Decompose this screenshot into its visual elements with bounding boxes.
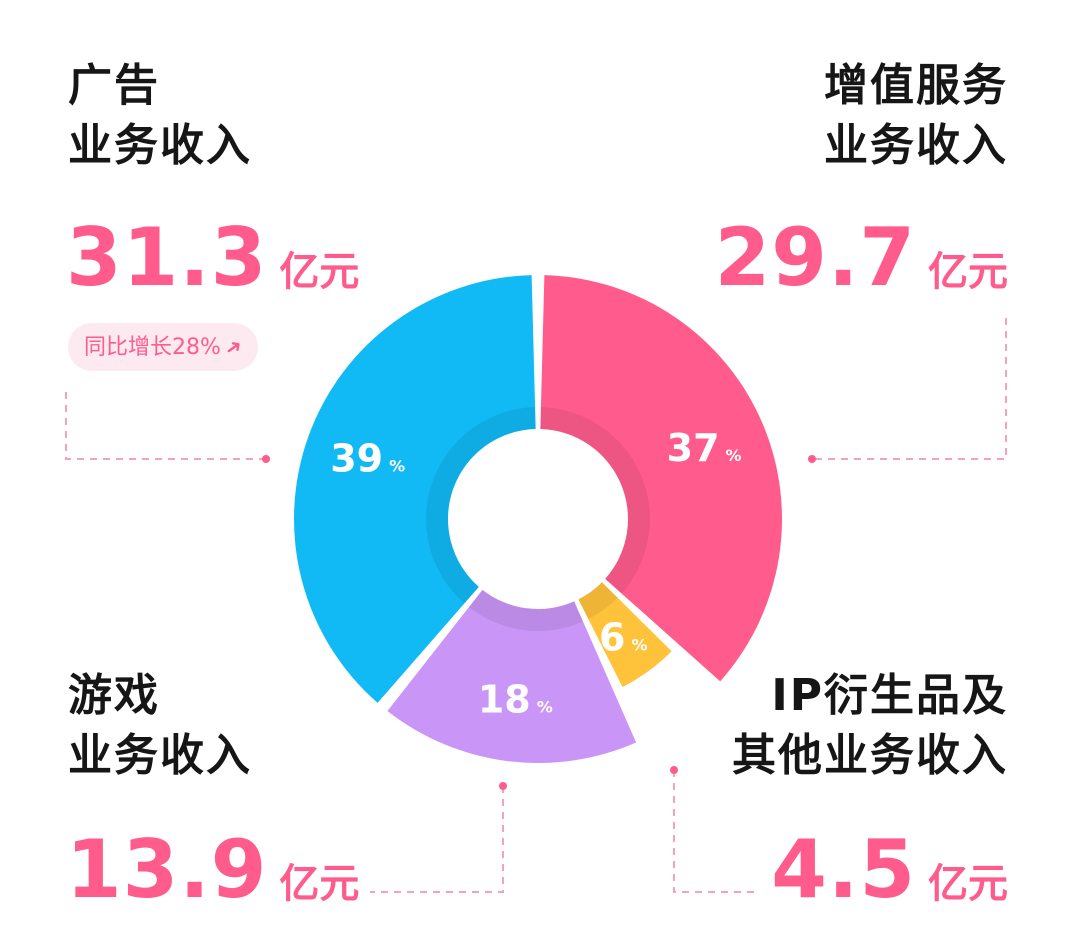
game-leader-line: [370, 786, 504, 893]
vas-label-line1: 增值服务: [824, 60, 1008, 111]
vas-slice: [540, 275, 782, 682]
vas-pct-unit: %: [726, 446, 742, 465]
ad-revenue-value: 31.3 亿元: [66, 218, 359, 298]
ad-pct-unit: %: [389, 457, 405, 476]
ad-leader-line: [65, 392, 266, 460]
ip-slice: [578, 582, 672, 687]
ad-revenue-block: 广告 业务收入: [68, 56, 252, 176]
ad-label-line1: 广告: [68, 60, 160, 111]
game-revenue-value: 13.9 亿元: [66, 830, 359, 910]
yoy-growth-badge: 同比增长28%➜: [68, 323, 258, 371]
ip-leader-line: [673, 770, 755, 893]
ad-amount: 31.3: [66, 211, 268, 304]
ad-label-line2: 业务收入: [68, 120, 252, 171]
game-unit: 亿元: [279, 861, 360, 907]
game-pct-unit: %: [537, 698, 553, 717]
ip-pct-unit: %: [631, 635, 647, 654]
vas-slice-shade: [540, 407, 651, 594]
ad-unit: 亿元: [279, 249, 360, 295]
game-label-line1: 游戏: [68, 670, 160, 721]
game-amount: 13.9: [66, 823, 268, 916]
vas-label-line2: 业务收入: [824, 120, 1008, 171]
ip-leader-line-dot: [670, 766, 678, 774]
ip-slice-shade: [578, 582, 618, 620]
ip-revenue-block: IP衍生品及 其他业务收入: [732, 666, 1008, 786]
game-label-line2: 业务收入: [68, 730, 252, 781]
vas-leader-line-dot: [808, 455, 816, 463]
vas-leader-line: [812, 318, 1007, 460]
ad-leader-line-dot: [262, 455, 270, 463]
ad-slice: [293, 275, 536, 703]
vas-revenue-block: 增值服务 业务收入: [824, 56, 1008, 176]
game-revenue-block: 游戏 业务收入: [68, 666, 252, 786]
ip-revenue-value: 4.5 亿元: [771, 830, 1008, 910]
game-slice-shade: [468, 589, 584, 631]
vas-unit: 亿元: [928, 249, 1008, 295]
ip-label-line2: 其他业务收入: [732, 730, 1008, 781]
yoy-growth-text: 同比增长28%: [84, 335, 221, 360]
ip-amount: 4.5: [771, 823, 916, 916]
ip-pct-label: 6%: [599, 615, 647, 659]
vas-revenue-value: 29.7 亿元: [715, 218, 1008, 298]
game-leader-line-dot: [499, 782, 507, 790]
ad-slice-shade: [426, 407, 536, 604]
game-slice: [387, 589, 637, 763]
vas-amount: 29.7: [714, 211, 916, 304]
ip-unit: 亿元: [928, 861, 1008, 907]
ip-label-line1: IP衍生品及: [771, 670, 1008, 721]
